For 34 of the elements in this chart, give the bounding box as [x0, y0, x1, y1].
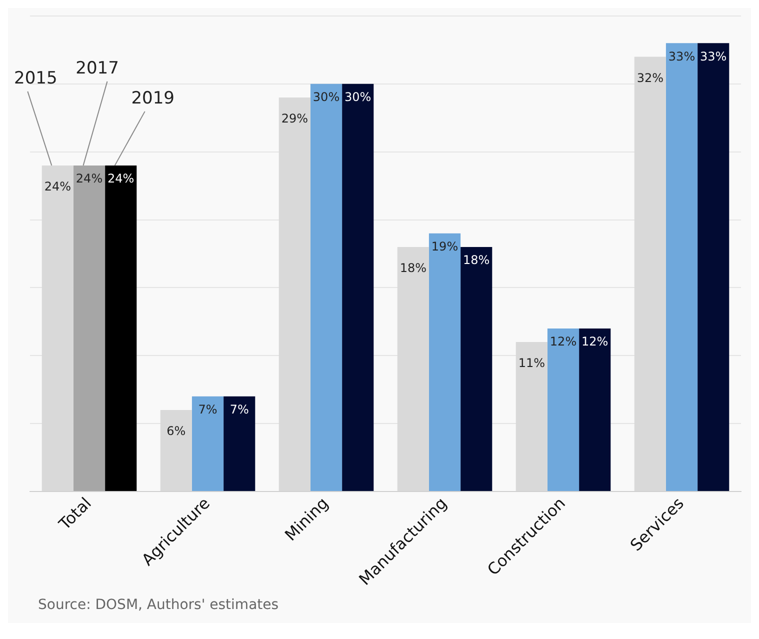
bar [666, 43, 698, 491]
data-label: 7% [198, 402, 218, 417]
data-label: 24% [76, 172, 103, 186]
text: 2015 [14, 68, 58, 88]
data-label: 18% [463, 253, 490, 268]
data-label: 32% [636, 70, 664, 85]
bar [73, 165, 106, 491]
data-label: 7% [230, 402, 249, 417]
source-note: Source: DOSM, Authors' estimates [37, 596, 280, 615]
data-label: 30% [312, 90, 340, 104]
bar [192, 396, 224, 491]
data-label: 6% [166, 424, 186, 438]
bar [428, 233, 461, 491]
bar [105, 165, 137, 491]
data-label: 30% [344, 90, 372, 104]
bar [460, 246, 492, 491]
data-label: 12% [582, 334, 608, 349]
data-label: 24% [108, 172, 134, 186]
data-label: 33% [668, 49, 696, 64]
data-label: 33% [700, 49, 727, 64]
data-label: 19% [431, 239, 458, 254]
bar [342, 84, 374, 491]
data-label: 18% [400, 261, 426, 276]
data-label: 29% [281, 112, 308, 126]
text: 2019 [131, 88, 174, 108]
data-label: 24% [44, 180, 71, 194]
bar [547, 328, 580, 491]
text: 2017 [76, 58, 119, 78]
bar [310, 84, 342, 491]
bar [224, 396, 256, 491]
bar [579, 328, 611, 491]
data-label: 11% [518, 356, 545, 370]
data-label: 12% [550, 334, 577, 349]
bar [698, 43, 730, 491]
